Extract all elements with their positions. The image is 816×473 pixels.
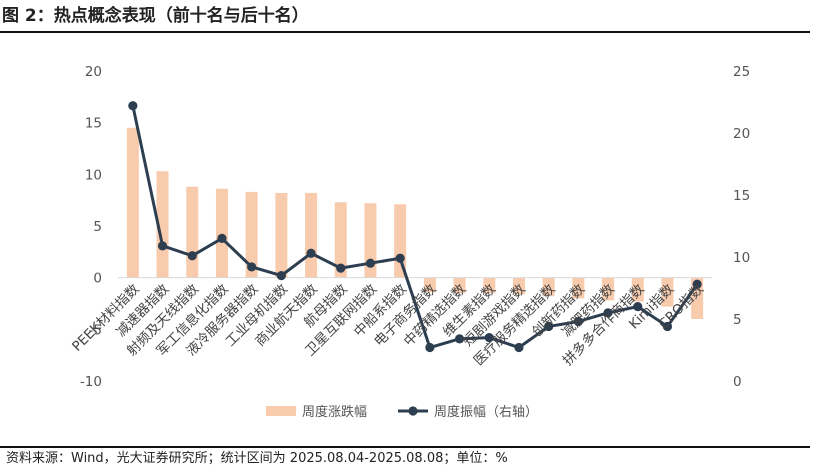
right-tick-label: 15	[733, 188, 750, 204]
left-tick-label: -10	[80, 374, 102, 390]
line-point	[128, 101, 138, 111]
title-divider	[0, 31, 810, 33]
left-axis: -10 -5 0 5 10 15 20	[80, 64, 102, 390]
bar	[275, 192, 288, 278]
line-point	[395, 253, 405, 263]
bar	[602, 277, 615, 301]
bar	[572, 277, 585, 299]
legend: 周度涨跌幅 周度振幅（右轴）	[266, 404, 538, 420]
left-tick-label: 15	[85, 116, 102, 132]
right-tick-label: 20	[733, 126, 750, 142]
line-point	[484, 333, 494, 343]
line-point	[573, 316, 583, 327]
bar	[305, 192, 318, 278]
bar	[156, 171, 169, 278]
left-tick-label: -5	[89, 322, 102, 338]
left-tick-label: 0	[93, 271, 102, 287]
bar	[453, 277, 466, 294]
bar	[661, 277, 674, 307]
line-point	[157, 241, 168, 251]
line-point	[692, 279, 702, 289]
line-point	[217, 233, 227, 243]
line-point	[454, 334, 465, 344]
legend-bar-label: 周度涨跌幅	[302, 404, 367, 420]
line-point	[187, 251, 197, 261]
line-point	[306, 248, 316, 258]
line-point	[633, 302, 643, 312]
footer-divider	[0, 446, 810, 448]
line-point	[247, 262, 257, 272]
legend-bar-swatch	[266, 406, 296, 416]
line-series	[128, 101, 702, 353]
legend-line-marker	[408, 406, 418, 416]
line-point	[662, 321, 673, 332]
right-axis: 0 5 10 15 20 25	[733, 64, 750, 390]
right-tick-label: 25	[733, 64, 750, 80]
right-tick-label: 0	[733, 374, 742, 390]
line-point	[514, 342, 524, 353]
left-tick-label: 10	[85, 167, 102, 183]
left-tick-label: 5	[93, 219, 102, 235]
category-labels: PEEK材料指数减速器指数射频及天线指数军工信息化指数液冷服务器指数工业母机指数…	[69, 280, 707, 369]
bar	[542, 277, 555, 297]
line-point	[365, 258, 376, 268]
legend-line-label: 周度振幅（右轴）	[434, 404, 538, 420]
left-tick-label: 20	[85, 64, 102, 80]
source-note: 资料来源：Wind，光大证券研究所；统计区间为 2025.08.04-2025.…	[6, 451, 508, 466]
bar	[631, 277, 644, 302]
line-path	[131, 105, 699, 350]
right-tick-label: 5	[733, 312, 742, 328]
bar	[186, 186, 199, 278]
bar	[423, 277, 436, 293]
line-point	[336, 263, 346, 273]
bar	[126, 127, 139, 278]
bar	[483, 277, 496, 294]
bar	[364, 203, 377, 278]
line-point	[603, 308, 613, 318]
chart-title: 图 2：热点概念表现（前十名与后十名）	[2, 6, 309, 26]
line-point	[425, 342, 435, 353]
bar-series	[126, 127, 704, 319]
bar	[512, 277, 525, 295]
bar	[245, 191, 258, 278]
bar	[215, 188, 228, 278]
line-point	[276, 271, 286, 281]
right-tick-label: 10	[733, 250, 750, 266]
bar	[334, 202, 347, 278]
line-point	[544, 321, 554, 332]
